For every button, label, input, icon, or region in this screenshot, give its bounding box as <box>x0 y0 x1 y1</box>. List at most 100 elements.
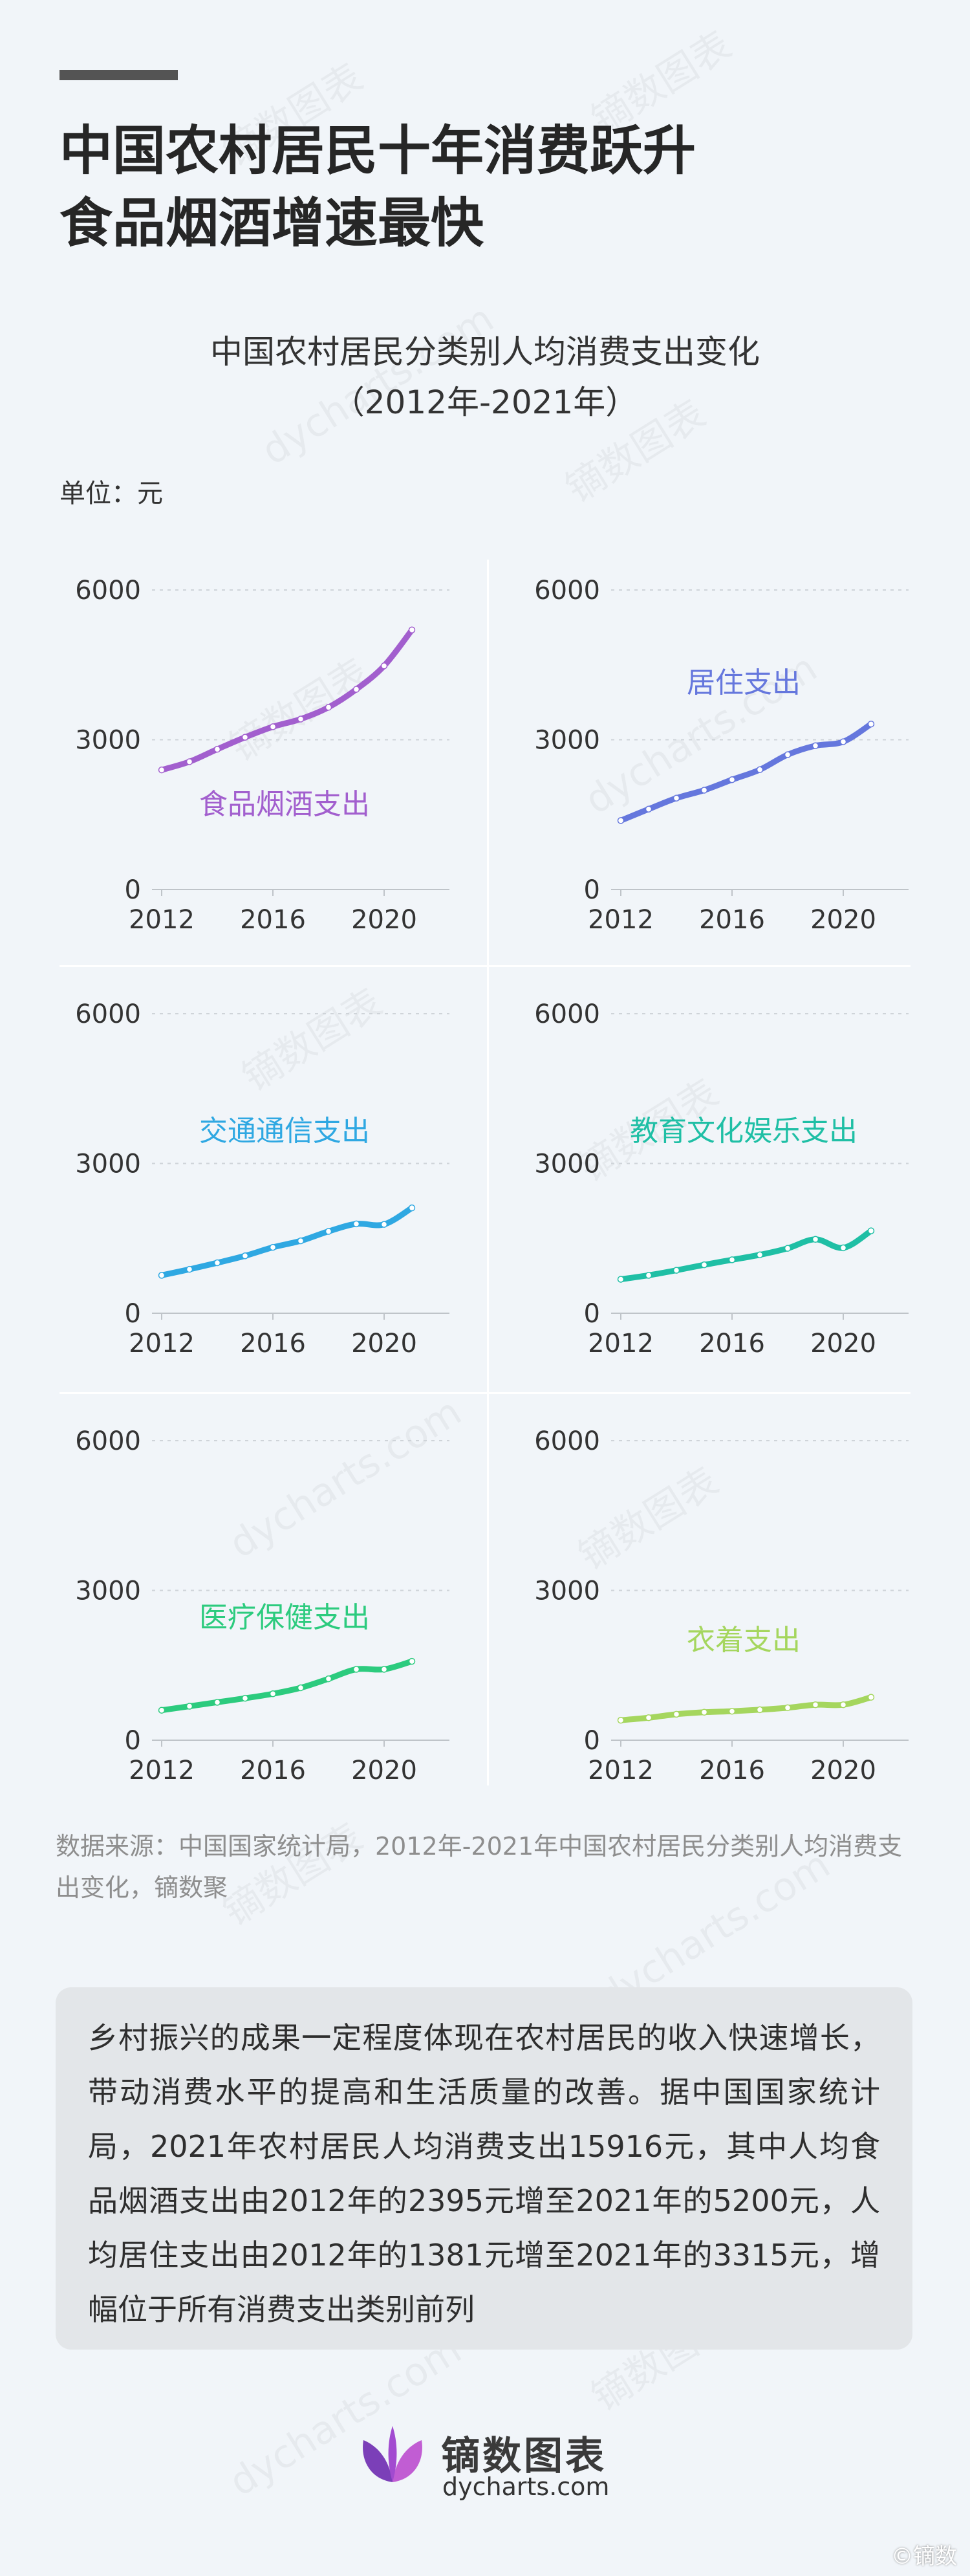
y-tick-label: 6000 <box>534 999 600 1029</box>
data-point <box>728 776 736 783</box>
x-tick-label: 2020 <box>810 1756 876 1785</box>
data-point <box>241 1252 249 1260</box>
series-line <box>618 721 874 824</box>
data-point <box>213 745 221 753</box>
series-label: 食品烟酒支出 <box>199 788 370 821</box>
data-point <box>867 1227 875 1234</box>
data-point <box>645 805 652 813</box>
headline-line-1: 中国农村居民十年消费跃升 <box>59 120 696 182</box>
chart-title: 中国农村居民分类别人均消费支出变化 （2012年-2021年） <box>0 327 970 428</box>
series-label: 医疗保健支出 <box>199 1601 370 1634</box>
data-point <box>700 787 708 794</box>
butterfly-logo-icon <box>363 2426 422 2482</box>
y-tick-label: 0 <box>584 1726 600 1756</box>
y-tick-label: 0 <box>584 1299 600 1329</box>
series-label: 交通通信支出 <box>199 1115 370 1148</box>
data-point <box>812 742 819 750</box>
corner-watermark: ©镝数 <box>891 2544 957 2570</box>
y-tick-label: 0 <box>125 875 141 905</box>
data-point <box>213 1259 221 1267</box>
y-tick-label: 3000 <box>75 1577 141 1606</box>
data-point <box>352 1666 360 1673</box>
data-point <box>756 1251 764 1258</box>
data-point <box>269 723 277 730</box>
data-point <box>617 817 625 824</box>
x-tick-label: 2012 <box>588 1756 654 1785</box>
x-tick-label: 2020 <box>351 1329 417 1359</box>
data-point <box>645 1272 652 1279</box>
data-point <box>186 758 193 765</box>
data-point <box>812 1236 819 1243</box>
data-source-note: 数据来源：中国国家统计局，2012年-2021年中国农村居民分类别人均消费支出变… <box>56 1832 903 1902</box>
data-point <box>380 662 388 670</box>
data-point <box>756 766 764 774</box>
data-point <box>617 1716 625 1724</box>
grid-divider-horizontal-1 <box>59 965 911 967</box>
y-tick-label: 6000 <box>534 576 600 606</box>
x-tick-label: 2020 <box>810 1329 876 1359</box>
series-line <box>158 1205 415 1278</box>
data-point <box>158 1707 166 1714</box>
x-tick-label: 2012 <box>588 905 654 935</box>
data-point <box>700 1261 708 1269</box>
data-point <box>269 1243 277 1251</box>
x-tick-label: 2016 <box>699 905 765 935</box>
y-tick-label: 6000 <box>75 1426 141 1456</box>
x-tick-label: 2016 <box>699 1756 765 1785</box>
x-tick-label: 2016 <box>240 905 306 935</box>
data-point <box>325 1675 332 1683</box>
data-point <box>408 1657 416 1665</box>
data-point <box>839 1244 847 1252</box>
series-label: 衣着支出 <box>687 1624 801 1657</box>
data-point <box>756 1706 764 1714</box>
y-tick-label: 0 <box>125 1299 141 1329</box>
unit-label: 单位：元 <box>59 479 163 508</box>
y-tick-label: 3000 <box>75 726 141 756</box>
headline-line-2: 食品烟酒增速最快 <box>59 193 484 254</box>
x-tick-label: 2020 <box>351 1756 417 1785</box>
data-point <box>380 1221 388 1228</box>
x-tick-label: 2012 <box>588 1329 654 1359</box>
data-point <box>784 1704 792 1712</box>
small-multiples-charts: 0 3000 6000 2012 2016 2020 食品烟酒支出 0 3000 6000 2012… <box>75 576 909 1785</box>
x-tick-label: 2012 <box>129 1756 195 1785</box>
series-label: 教育文化娱乐支出 <box>630 1115 857 1148</box>
data-point <box>673 1267 680 1274</box>
y-tick-label: 6000 <box>534 1426 600 1456</box>
x-tick-label: 2012 <box>129 1329 195 1359</box>
series-line <box>158 627 415 773</box>
data-point <box>784 751 792 758</box>
data-point <box>325 704 332 711</box>
data-point <box>269 1690 277 1697</box>
data-point <box>186 1703 193 1710</box>
data-point <box>408 1204 416 1212</box>
x-tick-label: 2012 <box>129 905 195 935</box>
x-tick-label: 2020 <box>810 905 876 935</box>
data-point <box>241 734 249 741</box>
data-point <box>241 1694 249 1702</box>
data-point <box>213 1699 221 1706</box>
chart-title-line-2: （2012年-2021年） <box>332 384 638 421</box>
data-point <box>784 1245 792 1252</box>
y-tick-label: 6000 <box>75 999 141 1029</box>
x-tick-label: 2016 <box>699 1329 765 1359</box>
summary-box: 乡村振兴的成果一定程度体现在农村居民的收入快速增长，带动消费水平的提高和生活质量… <box>56 1987 912 2350</box>
background-watermark: dycharts.com <box>221 2327 469 2505</box>
data-point <box>867 1694 875 1701</box>
grid-divider-horizontal-2 <box>59 1392 911 1394</box>
data-point <box>728 1707 736 1715</box>
series-line <box>618 1228 874 1283</box>
series-label: 居住支出 <box>687 666 801 699</box>
data-point <box>158 766 166 774</box>
data-point <box>158 1272 166 1279</box>
data-point <box>297 715 305 723</box>
y-tick-label: 0 <box>125 1726 141 1756</box>
series-line <box>618 1694 874 1723</box>
x-tick-label: 2020 <box>351 905 417 935</box>
grid-divider-vertical <box>487 560 489 1785</box>
logo-name-cn: 镝数图表 <box>441 2434 607 2479</box>
data-point <box>380 1666 388 1673</box>
data-point <box>673 794 680 802</box>
data-point <box>186 1265 193 1273</box>
data-point <box>325 1228 332 1235</box>
